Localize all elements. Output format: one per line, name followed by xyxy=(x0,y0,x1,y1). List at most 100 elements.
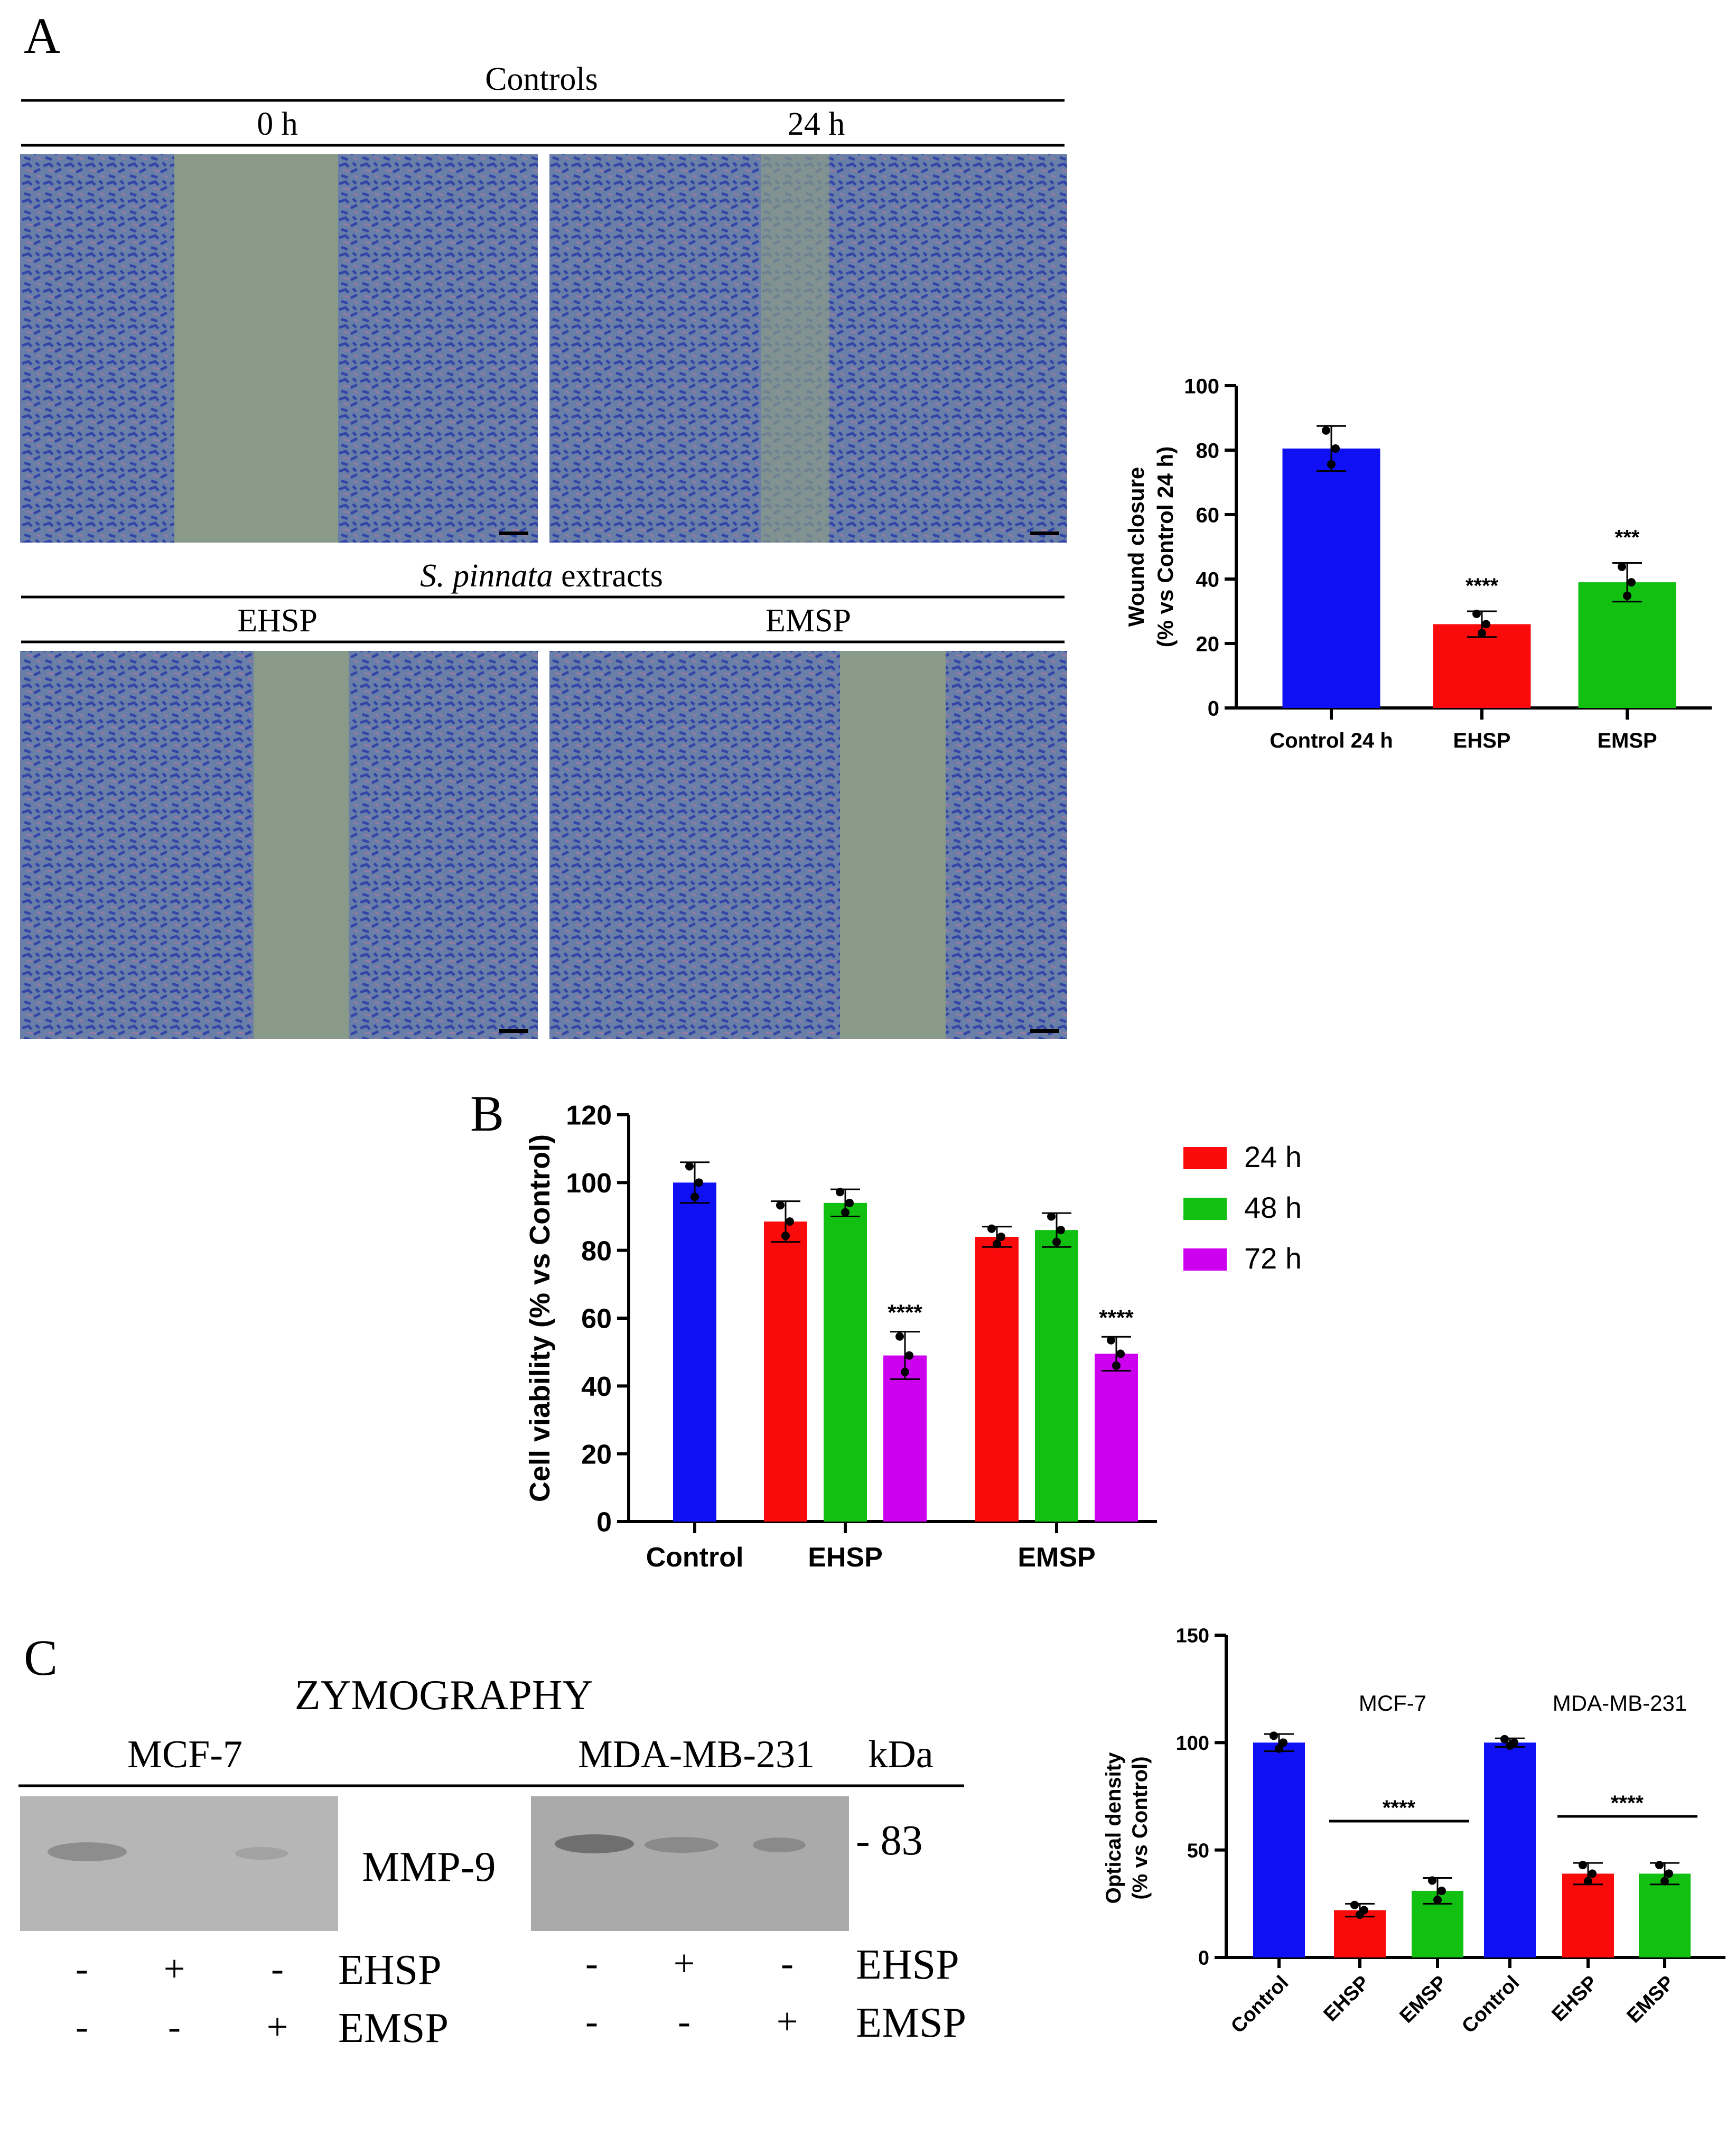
panel-a-images: A Controls 0 h 24 h S. pinnata extracts … xyxy=(20,7,1067,1039)
wound-significance: *** xyxy=(1615,526,1640,549)
viability-data-point xyxy=(1116,1349,1125,1358)
marker-83-label: - 83 xyxy=(856,1817,923,1864)
optical-x-label: EHSP xyxy=(1547,1972,1602,2026)
optical-data-point xyxy=(1660,1877,1669,1886)
wound-x-label: Control 24 h xyxy=(1270,729,1393,752)
viability-data-point xyxy=(1107,1336,1115,1345)
wound-y-label-line2: (% vs Control 24 h) xyxy=(1153,446,1178,647)
optical-x-label: EMSP xyxy=(1396,1972,1452,2028)
viability-legend-label: 24 h xyxy=(1244,1140,1302,1173)
wound-data-point xyxy=(1472,609,1481,618)
wound-data-point xyxy=(1627,578,1636,587)
optical-data-point xyxy=(1655,1861,1664,1870)
mcf7-gel-label: MCF-7 xyxy=(127,1733,242,1776)
optical-data-point xyxy=(1350,1900,1359,1909)
optical-x-label: EMSP xyxy=(1623,1972,1679,2028)
gel-mda xyxy=(531,1796,849,1931)
mda-row1-sign-1: - xyxy=(585,1942,598,1984)
optical-y-label-line2: (% vs Control) xyxy=(1128,1756,1152,1899)
optical-data-point xyxy=(1275,1744,1283,1753)
viability-legend-swatch xyxy=(1183,1198,1227,1220)
optical-group-label-mcf7: MCF-7 xyxy=(1359,1691,1426,1715)
wound-bar-emsp xyxy=(1578,582,1676,708)
micrograph-control-0h xyxy=(20,154,538,543)
optical-data-point xyxy=(1428,1876,1436,1885)
viability-significance: **** xyxy=(1099,1305,1134,1330)
viability-legend-label: 72 h xyxy=(1244,1242,1302,1275)
cell-viability-chart: 0 20 40 60 80 100 120 Control EHSP EMSP **** **** 24… xyxy=(524,1101,1302,1573)
wound-significance: **** xyxy=(1466,574,1499,598)
viability-data-point xyxy=(905,1351,913,1360)
viability-data-point xyxy=(695,1178,703,1187)
optical-data-point xyxy=(1270,1731,1278,1740)
wound-bar-ehsp xyxy=(1433,624,1531,708)
optical-x-label: Control xyxy=(1227,1972,1293,2038)
optical-data-point xyxy=(1506,1741,1514,1750)
viability-data-point xyxy=(1047,1212,1056,1221)
time-0h-label: 0 h xyxy=(257,106,298,142)
viability-bar-48h xyxy=(824,1202,867,1522)
optical-x-label: Control xyxy=(1458,1972,1524,2038)
mcf7-row1-sign-3: - xyxy=(271,1947,284,1990)
wound-data-point xyxy=(1331,444,1340,453)
viability-data-point xyxy=(1052,1237,1061,1246)
emsp-image-label: EMSP xyxy=(766,603,851,639)
viability-y-tick-label: 80 xyxy=(581,1236,612,1266)
controls-header: Controls xyxy=(485,61,598,97)
mda-row2-sign-1: - xyxy=(585,2000,598,2043)
mda-row1-sign-3: - xyxy=(781,1942,794,1984)
viability-x-label: EHSP xyxy=(808,1542,883,1573)
wound-data-point xyxy=(1327,460,1336,469)
wound-closure-chart: 0 20 40 60 80 100 Control 24 h EHSP **** EMSP *** W… xyxy=(1124,375,1712,752)
viability-data-point xyxy=(1057,1226,1065,1235)
optical-bar-emsp xyxy=(1639,1873,1691,1957)
viability-data-point xyxy=(1112,1361,1121,1370)
mda-row1-sign-2: + xyxy=(674,1942,695,1984)
wound-data-point xyxy=(1623,591,1631,600)
mcf7-row2-sign-1: - xyxy=(76,2006,88,2048)
viability-y-tick-label: 100 xyxy=(566,1168,612,1199)
viability-data-point xyxy=(841,1208,850,1217)
viability-x-label: Control xyxy=(646,1542,744,1573)
viability-data-point xyxy=(987,1224,996,1233)
viability-data-point xyxy=(901,1368,909,1377)
optical-x-label: EHSP xyxy=(1319,1972,1374,2026)
wound-bar-control-24-h xyxy=(1282,448,1380,708)
optical-data-point xyxy=(1579,1861,1587,1870)
viability-bar-72h xyxy=(1095,1354,1138,1522)
viability-data-point xyxy=(690,1192,699,1201)
optical-data-point xyxy=(1433,1896,1442,1905)
mda-row2-sign-2: - xyxy=(678,2000,690,2043)
viability-y-tick-label: 40 xyxy=(581,1372,612,1402)
panel-b-letter: B xyxy=(470,1085,504,1142)
optical-y-tick-label: 0 xyxy=(1198,1947,1209,1970)
mda-row1-label: EHSP xyxy=(856,1942,959,1988)
optical-y-label-line1: Optical density xyxy=(1102,1752,1125,1904)
optical-y-tick-label: 50 xyxy=(1187,1840,1209,1862)
viability-y-tick-label: 120 xyxy=(566,1101,612,1131)
micrograph-control-24h xyxy=(549,154,1067,543)
optical-significance: **** xyxy=(1383,1796,1416,1820)
viability-data-point xyxy=(997,1233,1005,1241)
viability-significance: **** xyxy=(888,1300,922,1325)
viability-bar-24h xyxy=(975,1237,1019,1522)
viability-x-label: EMSP xyxy=(1018,1542,1095,1573)
viability-data-point xyxy=(786,1217,794,1226)
viability-y-tick-label: 0 xyxy=(596,1507,612,1538)
wound-y-tick-label: 40 xyxy=(1196,568,1220,591)
wound-y-label-line1: Wound closure xyxy=(1124,467,1149,627)
mcf7-row1-label: EHSP xyxy=(338,1947,442,1993)
optical-data-point xyxy=(1279,1738,1287,1747)
viability-data-point xyxy=(993,1239,1001,1248)
optical-data-point xyxy=(1500,1734,1509,1743)
panel-c-letter: C xyxy=(24,1629,58,1686)
time-24h-label: 24 h xyxy=(788,106,845,142)
optical-y-tick-label: 150 xyxy=(1176,1625,1209,1647)
optical-group-label-mda: MDA-MB-231 xyxy=(1553,1691,1687,1715)
viability-legend-label: 48 h xyxy=(1244,1191,1302,1224)
mda-gel-label: MDA-MB-231 xyxy=(578,1733,815,1776)
optical-bar-control xyxy=(1253,1742,1305,1957)
viability-bar-48h xyxy=(1035,1230,1078,1522)
panel-a-letter: A xyxy=(24,7,60,64)
